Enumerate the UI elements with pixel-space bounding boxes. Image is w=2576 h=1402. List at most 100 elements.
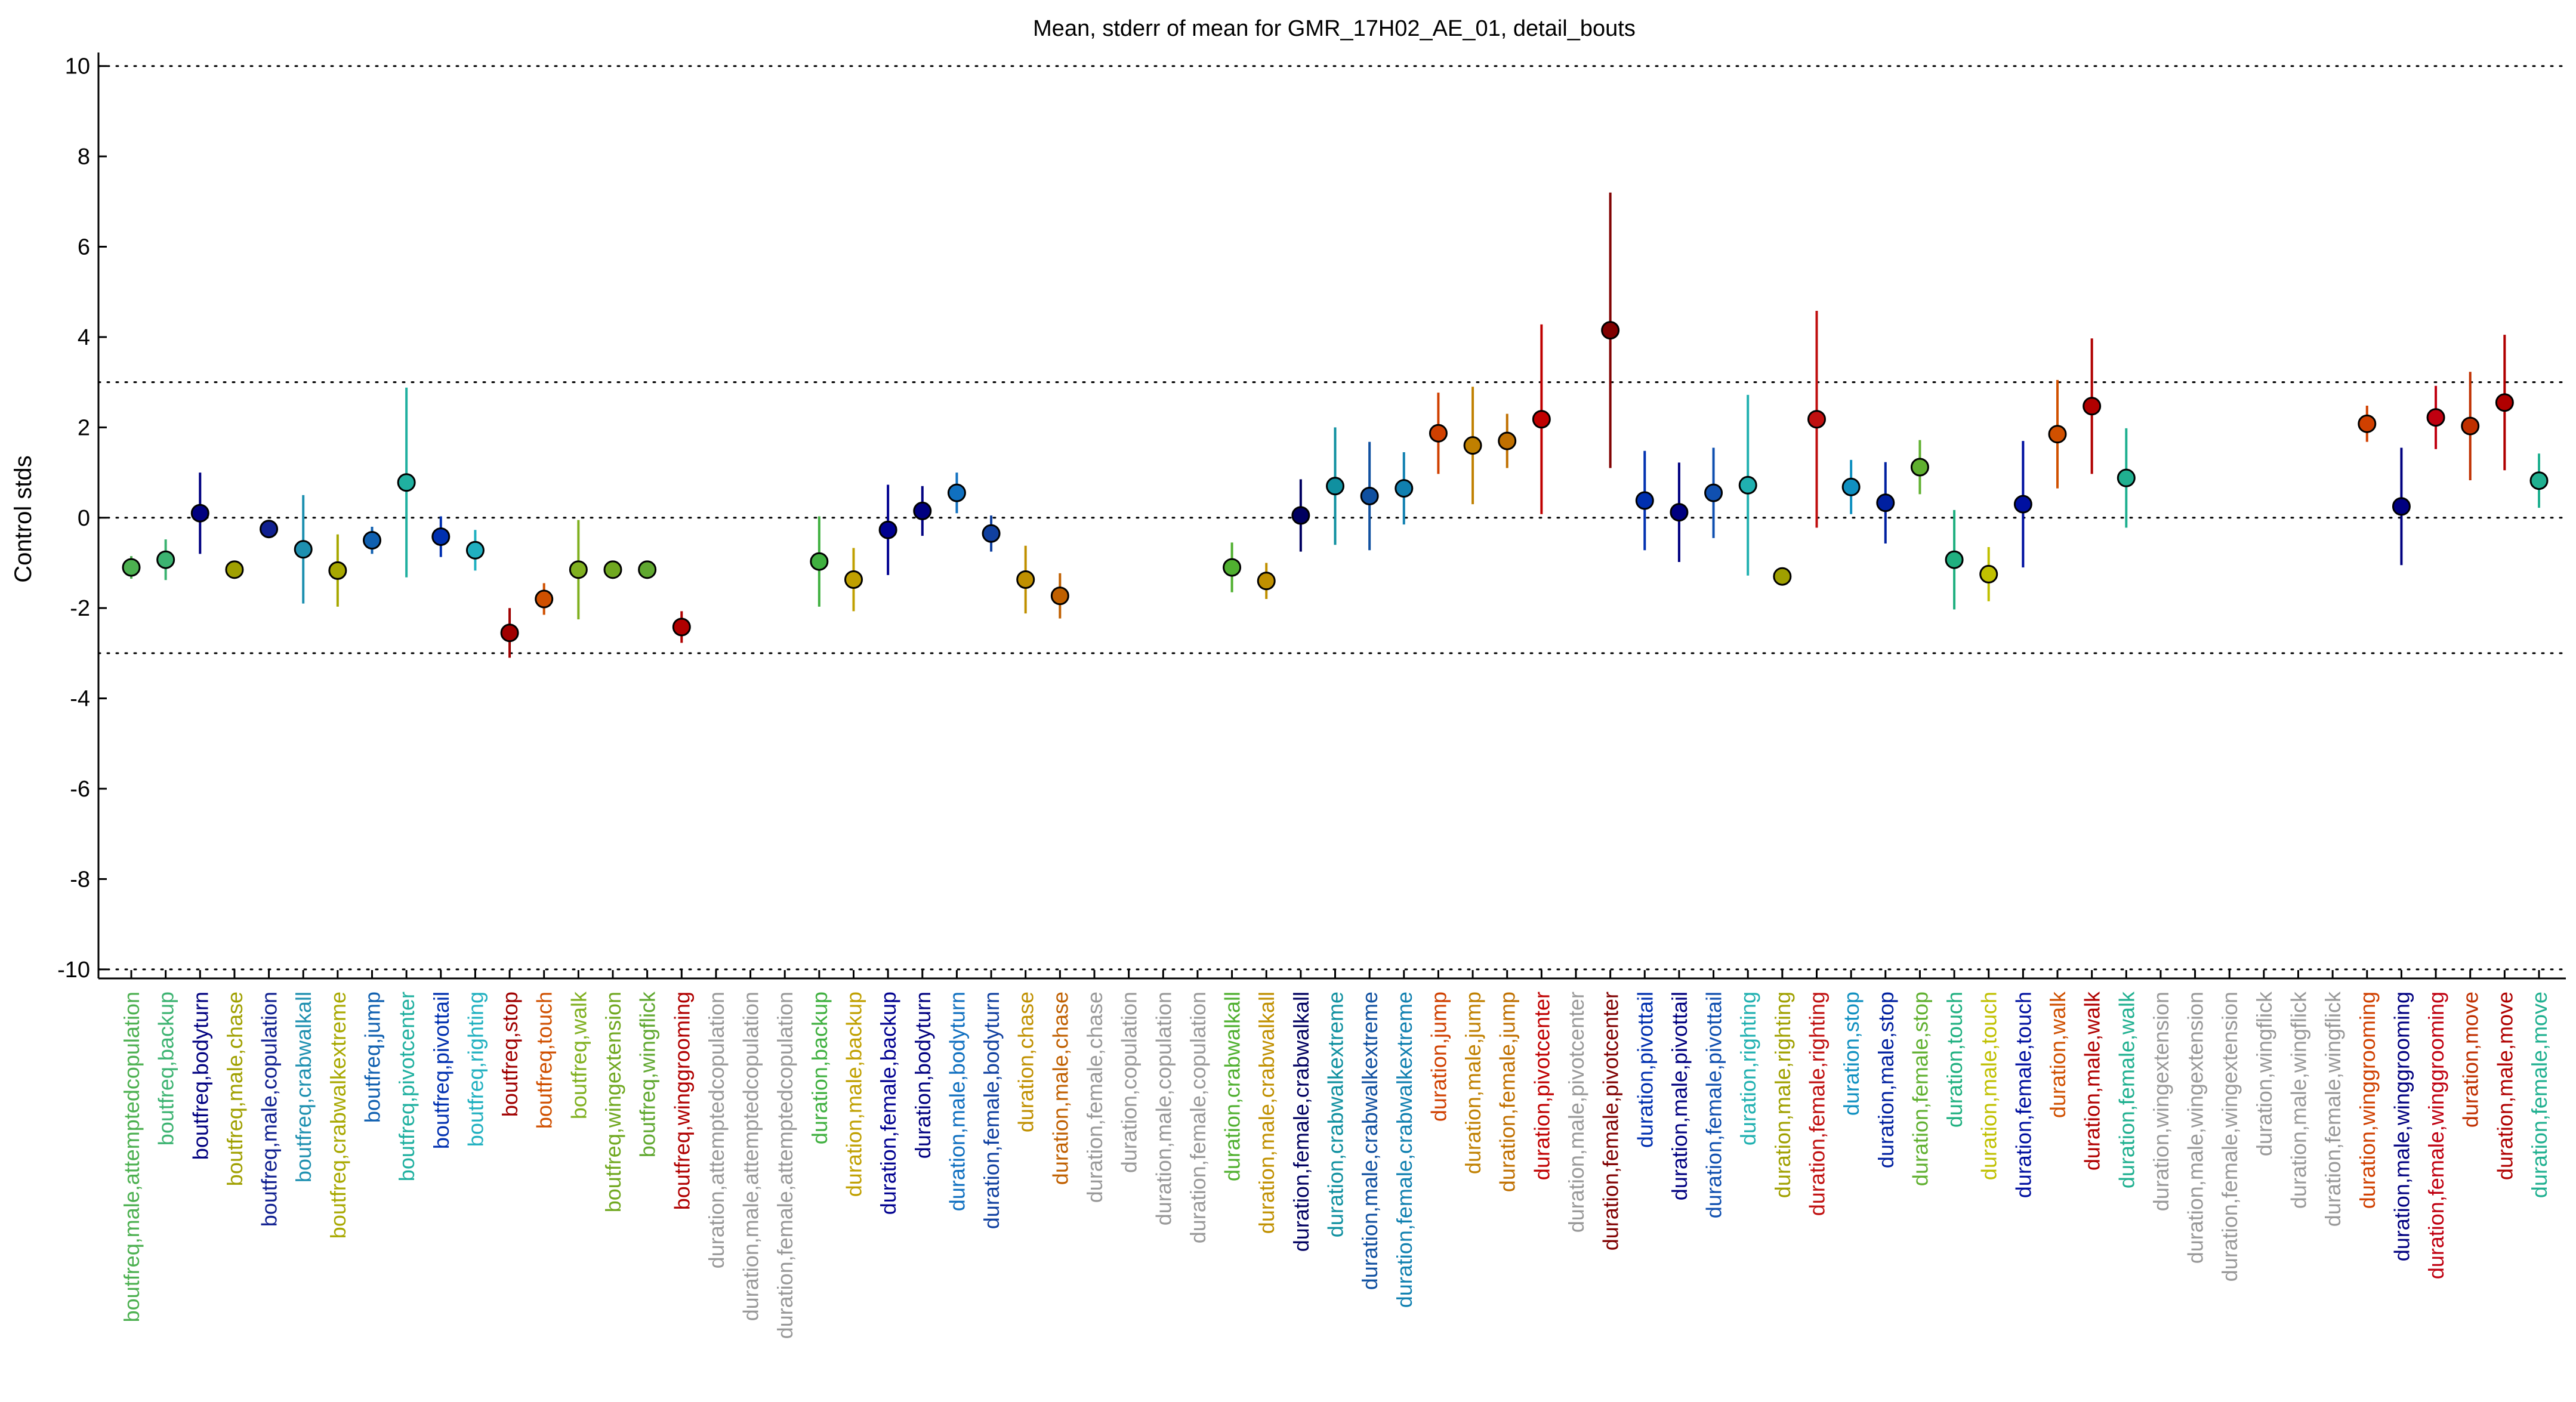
y-tick-label: 8 xyxy=(78,144,90,169)
mean-marker xyxy=(2529,471,2549,490)
mean-marker xyxy=(844,570,863,589)
x-tick-label: duration,female,righting xyxy=(1805,992,1830,1216)
mean-marker xyxy=(1050,586,1069,606)
mean-marker xyxy=(156,550,175,569)
mean-marker xyxy=(1910,458,1929,477)
x-tick-label: boutfreq,crabwalkall xyxy=(291,992,316,1182)
mean-marker xyxy=(2495,393,2514,412)
mean-marker xyxy=(603,560,622,579)
x-tick-label: boutfreq,crabwalkextreme xyxy=(326,992,350,1239)
mean-marker xyxy=(1532,410,1551,429)
mean-marker xyxy=(1291,506,1310,525)
x-tick-label: duration,female,jump xyxy=(1495,992,1520,1192)
mean-marker xyxy=(1876,493,1895,512)
x-tick-label: boutfreq,touch xyxy=(532,992,557,1129)
mean-marker xyxy=(1670,503,1689,522)
mean-marker xyxy=(2461,416,2480,436)
y-axis-label: Control stds xyxy=(10,455,36,582)
x-tick-label: duration,female,stop xyxy=(1908,992,1932,1186)
x-tick-label: duration,male,backup xyxy=(842,992,866,1197)
x-tick-label: boutfreq,wingextension xyxy=(601,992,625,1212)
x-tick-label: boutfreq,bodyturn xyxy=(188,992,212,1160)
x-tick-label: duration,bodyturn xyxy=(911,992,935,1159)
x-tick-label: duration,female,winggrooming xyxy=(2424,992,2448,1279)
x-tick-label: duration,winggrooming xyxy=(2355,992,2380,1209)
x-tick-label: duration,copulation xyxy=(1117,992,1142,1173)
x-tick-label: duration,female,pivottail xyxy=(1702,992,1726,1218)
x-tick-label: duration,male,stop xyxy=(1874,992,1898,1168)
x-ticks: boutfreq,male,attemptedcopulation boutfre… xyxy=(119,970,2552,1339)
x-tick-label: duration,female,walk xyxy=(2114,991,2139,1188)
mean-marker xyxy=(1773,567,1792,586)
mean-marker xyxy=(500,623,519,643)
mean-marker xyxy=(1395,479,1414,498)
y-tick-label: 10 xyxy=(65,54,90,79)
x-tick-label: duration,pivotcenter xyxy=(1529,992,1554,1180)
x-tick-label: duration,female,pivotcenter xyxy=(1599,992,1623,1250)
y-tick-label: 0 xyxy=(78,506,90,531)
mean-marker xyxy=(190,504,209,523)
mean-marker xyxy=(1807,410,1826,429)
mean-marker xyxy=(2117,468,2136,487)
x-tick-label: duration,male,touch xyxy=(1977,992,2001,1180)
chart-title: Mean, stderr of mean for GMR_17H02_AE_01… xyxy=(1033,16,1636,41)
x-tick-label: duration,male,bodyturn xyxy=(945,992,969,1211)
y-tick-label: -4 xyxy=(70,687,90,712)
mean-marker xyxy=(1360,486,1379,505)
x-tick-label: boutfreq,male,attemptedcopulation xyxy=(119,992,144,1322)
mean-marker xyxy=(328,561,347,580)
mean-marker xyxy=(294,540,313,559)
mean-marker xyxy=(397,473,416,492)
mean-marker xyxy=(363,531,381,550)
x-tick-label: duration,female,crabwalkextreme xyxy=(1392,992,1417,1308)
mean-marker xyxy=(2013,495,2032,514)
x-tick-label: duration,male,crabwalkall xyxy=(1254,992,1279,1234)
y-tick-label: -10 xyxy=(57,958,90,983)
x-tick-label: duration,male,chase xyxy=(1048,992,1072,1185)
x-tick-label: duration,female,bodyturn xyxy=(979,992,1004,1229)
x-tick-label: duration,male,jump xyxy=(1461,992,1485,1174)
mean-marker xyxy=(982,524,1001,543)
x-tick-label: duration,stop xyxy=(1839,992,1864,1116)
mean-marker xyxy=(2048,425,2067,444)
x-tick-label: duration,male,righting xyxy=(1770,992,1795,1198)
y-tick-label: 6 xyxy=(78,235,90,260)
mean-marker xyxy=(878,520,897,539)
x-tick-label: boutfreq,walk xyxy=(566,991,591,1119)
mean-marker xyxy=(1223,558,1242,577)
x-tick-label: duration,male,crabwalkextreme xyxy=(1358,992,1382,1290)
x-tick-label: duration,male,attemptedcopulation xyxy=(739,992,763,1321)
x-tick-label: duration,female,wingflick xyxy=(2321,991,2345,1227)
x-tick-label: duration,pivottail xyxy=(1633,992,1657,1148)
x-tick-label: duration,male,pivotcenter xyxy=(1564,992,1588,1233)
mean-marker xyxy=(122,558,141,577)
x-tick-label: boutfreq,pivottail xyxy=(429,992,454,1149)
mean-marker xyxy=(638,560,657,579)
mean-marker xyxy=(1841,477,1861,496)
x-tick-label: duration,crabwalkextreme xyxy=(1324,992,1348,1237)
mean-marker xyxy=(1945,550,1964,569)
x-tick-label: duration,male,move xyxy=(2492,992,2517,1180)
mean-marker xyxy=(2083,397,2102,416)
x-tick-label: boutfreq,winggrooming xyxy=(670,992,694,1210)
mean-marker xyxy=(465,541,485,560)
x-tick-label: duration,jump xyxy=(1426,992,1451,1122)
x-tick-label: duration,female,copulation xyxy=(1186,992,1210,1243)
mean-marker xyxy=(1429,424,1448,443)
mean-marker xyxy=(225,560,244,579)
mean-marker xyxy=(1704,483,1723,502)
mean-marker xyxy=(1463,436,1482,455)
x-tick-label: boutfreq,male,copulation xyxy=(257,992,282,1227)
x-tick-label: duration,male,walk xyxy=(2080,991,2105,1171)
x-tick-label: boutfreq,male,chase xyxy=(223,992,247,1186)
mean-marker xyxy=(1498,431,1517,450)
x-tick-label: duration,backup xyxy=(807,992,832,1144)
x-tick-label: duration,male,copulation xyxy=(1151,992,1176,1225)
mean-marker xyxy=(2426,408,2445,427)
mean-marker xyxy=(535,589,554,609)
x-tick-label: duration,female,chase xyxy=(1082,992,1107,1203)
x-tick-label: duration,walk xyxy=(2046,991,2070,1118)
mean-marker xyxy=(1738,475,1757,495)
x-tick-label: duration,male,winggrooming xyxy=(2389,992,2414,1261)
